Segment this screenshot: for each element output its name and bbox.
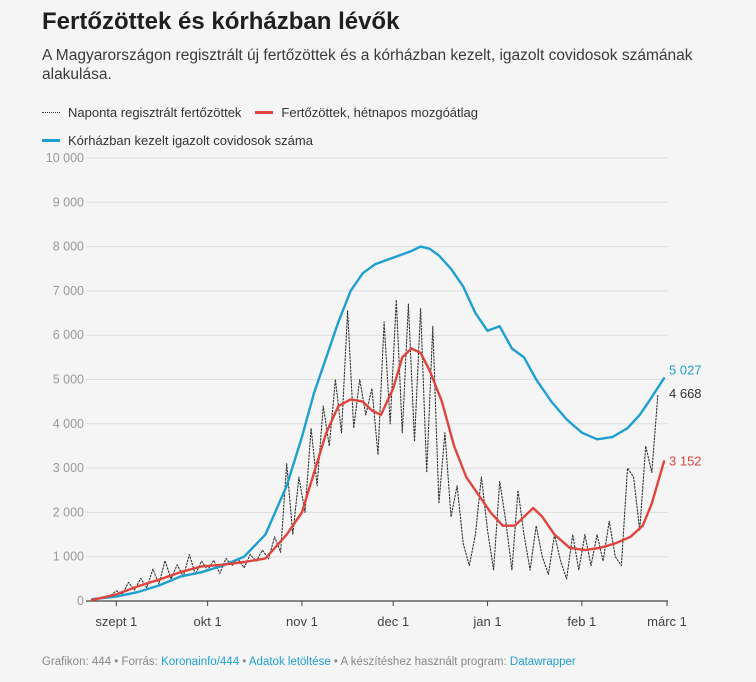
legend: Naponta regisztrált fertőzöttek Fertőzöt… <box>42 98 492 154</box>
legend-swatch-avg <box>255 110 274 114</box>
series-line-avg <box>90 347 666 602</box>
source-link[interactable]: Koronainfo/444 <box>161 656 240 668</box>
x-tick-label: nov 1 <box>286 614 318 629</box>
legend-label-daily: Naponta regisztrált fertőzöttek <box>68 104 242 120</box>
legend-label-hosp: Kórházban kezelt igazolt covidosok száma <box>68 132 313 148</box>
datawrapper-link[interactable]: Datawrapper <box>509 656 576 668</box>
footer-sep-2: • A készítéshez használt program: <box>330 656 510 668</box>
data-download-link[interactable]: Adatok letöltése <box>248 656 331 668</box>
legend-swatch-hosp <box>42 138 60 142</box>
legend-swatch-daily <box>42 111 60 113</box>
y-tick-label: 6 000 <box>53 328 84 342</box>
legend-label-avg: Fertőzöttek, hétnapos mozgóátlag <box>281 104 478 120</box>
y-tick-label: 0 <box>77 594 84 608</box>
y-tick-label: 7 000 <box>53 284 84 298</box>
y-tick-label: 2 000 <box>53 505 84 519</box>
y-tick-label: 9 000 <box>53 195 84 209</box>
x-tick-label: dec 1 <box>377 614 409 629</box>
y-tick-label: 1 000 <box>53 550 84 564</box>
y-tick-label: 3 000 <box>53 461 84 475</box>
series-line-daily <box>91 299 659 601</box>
legend-item-daily: Naponta regisztrált fertőzöttek <box>42 105 241 120</box>
x-tick-label: jan 1 <box>472 614 501 629</box>
y-tick-label: 5 000 <box>53 373 84 387</box>
series-line-hosp <box>90 245 666 601</box>
legend-item-hosp: Kórházban kezelt igazolt covidosok száma <box>42 133 313 148</box>
end-label-daily: 4 668 <box>669 386 702 401</box>
footer-prefix: Grafikon: 444 • Forrás: <box>42 656 162 668</box>
y-tick-label: 8 000 <box>53 240 84 254</box>
y-tick-label: 4 000 <box>53 417 84 431</box>
chart-title: Fertőzöttek és kórházban lévők <box>42 8 400 35</box>
footer-sep-1: • <box>239 656 249 668</box>
x-tick-label: feb 1 <box>567 614 596 629</box>
end-label-hosp: 5 027 <box>669 362 702 377</box>
legend-item-avg: Fertőzöttek, hétnapos mozgóátlag <box>255 105 478 120</box>
line-chart: 0 1 000 2 000 3 000 4 000 5 000 6 000 7 000 8 00… <box>46 151 702 629</box>
x-tick-label: szept 1 <box>95 614 137 629</box>
y-tick-label: 10 000 <box>46 151 84 165</box>
footer: Grafikon: 444 • Forrás: Koronainfo/444 •… <box>42 656 576 668</box>
x-tick-label: okt 1 <box>194 614 222 629</box>
end-label-avg: 3 152 <box>669 453 702 468</box>
x-tick-label: márc 1 <box>647 614 687 629</box>
chart-subtitle: A Magyarországon regisztrált új fertőzöt… <box>42 47 693 83</box>
